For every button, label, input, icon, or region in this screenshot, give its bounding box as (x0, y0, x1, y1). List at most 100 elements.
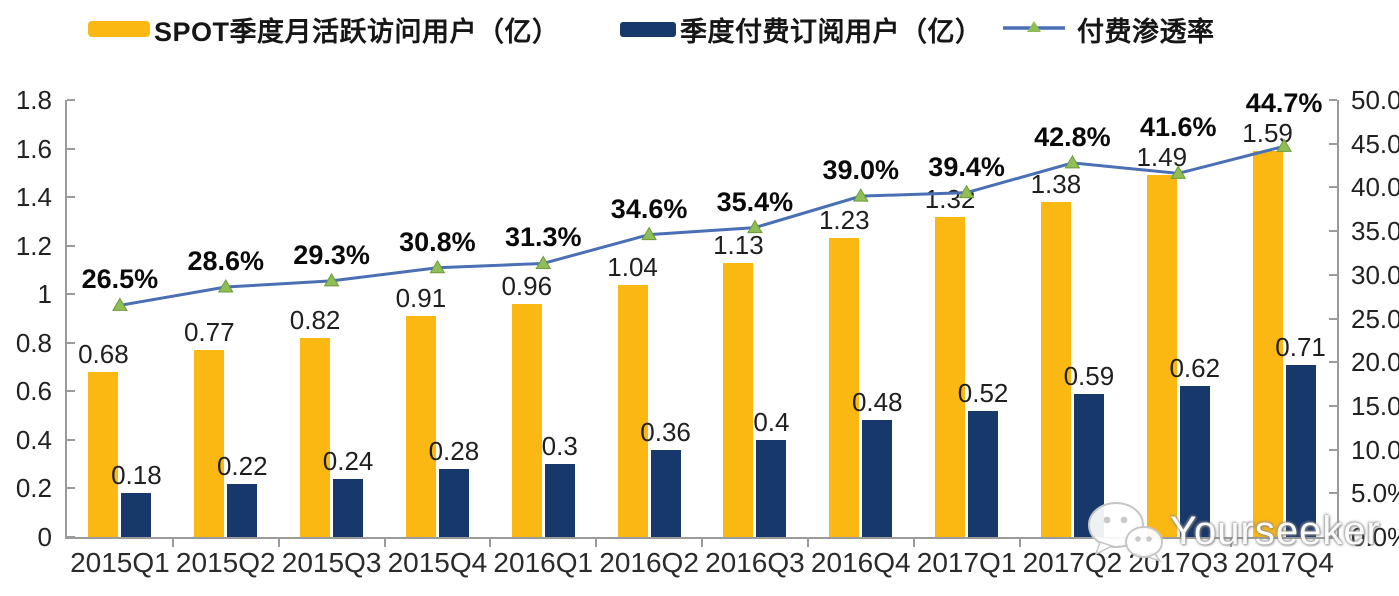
right-axis-tick (1329, 142, 1337, 145)
right-axis-tick (1329, 317, 1337, 320)
bar-mau (88, 371, 119, 537)
bar-value-label-subscribers: 0.22 (216, 450, 268, 481)
x-axis-label: 2016Q2 (599, 547, 699, 578)
x-axis-label: 2017Q4 (1234, 547, 1334, 578)
left-axis-tick-label: 0.6 (15, 376, 52, 407)
legend-label-subscribers: 季度付费订阅用户（亿） (680, 16, 983, 47)
bar-value-label-mau: 0.82 (289, 304, 341, 335)
x-axis-tick (1018, 539, 1021, 547)
penetration-marker (323, 272, 340, 287)
bar-value-label-mau: 0.68 (78, 338, 129, 369)
right-axis-tick (1329, 448, 1337, 451)
bar-subscribers (756, 439, 787, 537)
left-axis-tick (67, 390, 75, 393)
bar-value-label-subscribers: 0.59 (1063, 360, 1115, 391)
penetration-value-label: 29.3% (293, 239, 370, 270)
right-axis-line (1337, 100, 1339, 539)
left-axis-line (65, 100, 67, 539)
penetration-marker (217, 279, 234, 293)
legend-swatch-mau-bar (88, 21, 150, 37)
penetration-value-label: 42.8% (1034, 121, 1111, 152)
left-axis-tick (67, 147, 75, 150)
bar-value-label-subscribers: 0.71 (1275, 331, 1326, 362)
x-axis-label: 2016Q3 (705, 547, 805, 578)
bar-value-label-mau: 1.38 (1030, 168, 1082, 199)
left-axis-tick-label: 1.8 (15, 85, 52, 115)
penetration-marker (641, 226, 657, 241)
penetration-value-label: 41.6% (1139, 112, 1217, 143)
bar-value-label-mau: 1.59 (1242, 117, 1293, 148)
bar-value-label-subscribers: 0.24 (322, 445, 374, 476)
left-axis-tick (67, 487, 75, 490)
x-axis-tick (1230, 539, 1233, 547)
right-axis-tick (1329, 404, 1337, 407)
left-axis-tick (67, 293, 75, 296)
left-axis-tick-label: 1.2 (15, 230, 52, 261)
x-axis-tick (277, 539, 280, 547)
bar-value-label-mau: 1.13 (713, 229, 764, 260)
bar-value-label-subscribers: 0.48 (851, 387, 903, 418)
x-axis-tick (806, 539, 809, 547)
right-axis-tick-label: 25.0% (1351, 303, 1399, 334)
bar-value-label-subscribers: 0.4 (753, 406, 790, 437)
right-axis-tick-label: 0.0% (1351, 522, 1399, 552)
bar-value-label-subscribers: 0.36 (640, 416, 691, 447)
left-axis-tick-label: 1 (37, 279, 52, 310)
wechat-icon (1088, 502, 1163, 562)
left-axis-tick-label: 1.6 (15, 133, 52, 164)
right-axis-tick (1329, 536, 1337, 538)
right-axis-tick (1329, 99, 1337, 101)
legend-swatch-penetration-line (1003, 17, 1065, 42)
penetration-line (119, 144, 1285, 307)
x-axis-tick (171, 539, 174, 547)
bar-subscribers (227, 483, 258, 537)
left-axis-tick (67, 341, 75, 344)
x-axis-label: 2015Q2 (175, 547, 276, 578)
bar-value-label-mau: 1.49 (1136, 142, 1188, 173)
bar-mau (300, 337, 331, 537)
left-axis-tick-label: 0.4 (15, 424, 52, 455)
bar-mau (723, 262, 754, 537)
bar-subscribers (1179, 386, 1210, 537)
legend-label-penetration: 付费渗透率 (1077, 16, 1215, 47)
bar-value-label-subscribers: 0.52 (957, 377, 1009, 408)
bar-mau (511, 303, 542, 537)
right-axis-tick (1329, 361, 1337, 364)
right-axis-tick-label: 10.0% (1351, 434, 1399, 465)
x-axis-tick (701, 539, 703, 547)
penetration-value-label: 44.7% (1245, 87, 1323, 118)
right-axis-tick-label: 50.0% (1351, 85, 1399, 115)
left-axis-tick (67, 244, 75, 247)
x-axis-label: 2015Q1 (70, 547, 170, 578)
penetration-marker (429, 259, 446, 274)
right-axis-tick-label: 45.0% (1351, 128, 1399, 159)
penetration-value-label: 30.8% (399, 226, 476, 257)
bar-subscribers (438, 469, 469, 537)
left-axis-tick-label: 0.8 (15, 327, 52, 358)
x-axis-label: 2017Q2 (1022, 547, 1123, 578)
bar-mau (617, 284, 648, 537)
bar-subscribers (333, 478, 364, 537)
bar-value-label-subscribers: 0.18 (111, 460, 162, 491)
left-axis-tick-label: 1.4 (15, 182, 52, 213)
watermark-text: Yourseeker (1170, 508, 1381, 553)
bar-value-label-subscribers: 0.3 (541, 431, 578, 462)
left-axis-tick-label: 0 (37, 522, 52, 552)
legend-label-mau: SPOT季度月活跃访问用户（亿） (154, 16, 560, 47)
right-axis-tick-label: 15.0% (1351, 390, 1399, 421)
penetration-marker (535, 255, 552, 269)
penetration-value-label: 39.4% (928, 151, 1005, 182)
watermark: Yourseeker (1086, 500, 1381, 562)
x-axis-label: 2016Q4 (810, 547, 911, 578)
bar-value-label-mau: 1.23 (818, 205, 870, 236)
x-axis-tick (383, 539, 386, 547)
bar-value-label-mau: 1.04 (607, 251, 658, 282)
left-axis-tick (67, 99, 75, 101)
penetration-marker (112, 297, 128, 311)
x-axis-label: 2015Q4 (387, 547, 488, 578)
x-axis-tick (489, 539, 492, 547)
bar-subscribers (121, 493, 152, 537)
left-axis-tick (67, 536, 75, 538)
right-axis-tick (1329, 492, 1337, 495)
penetration-value-label: 28.6% (187, 246, 265, 277)
